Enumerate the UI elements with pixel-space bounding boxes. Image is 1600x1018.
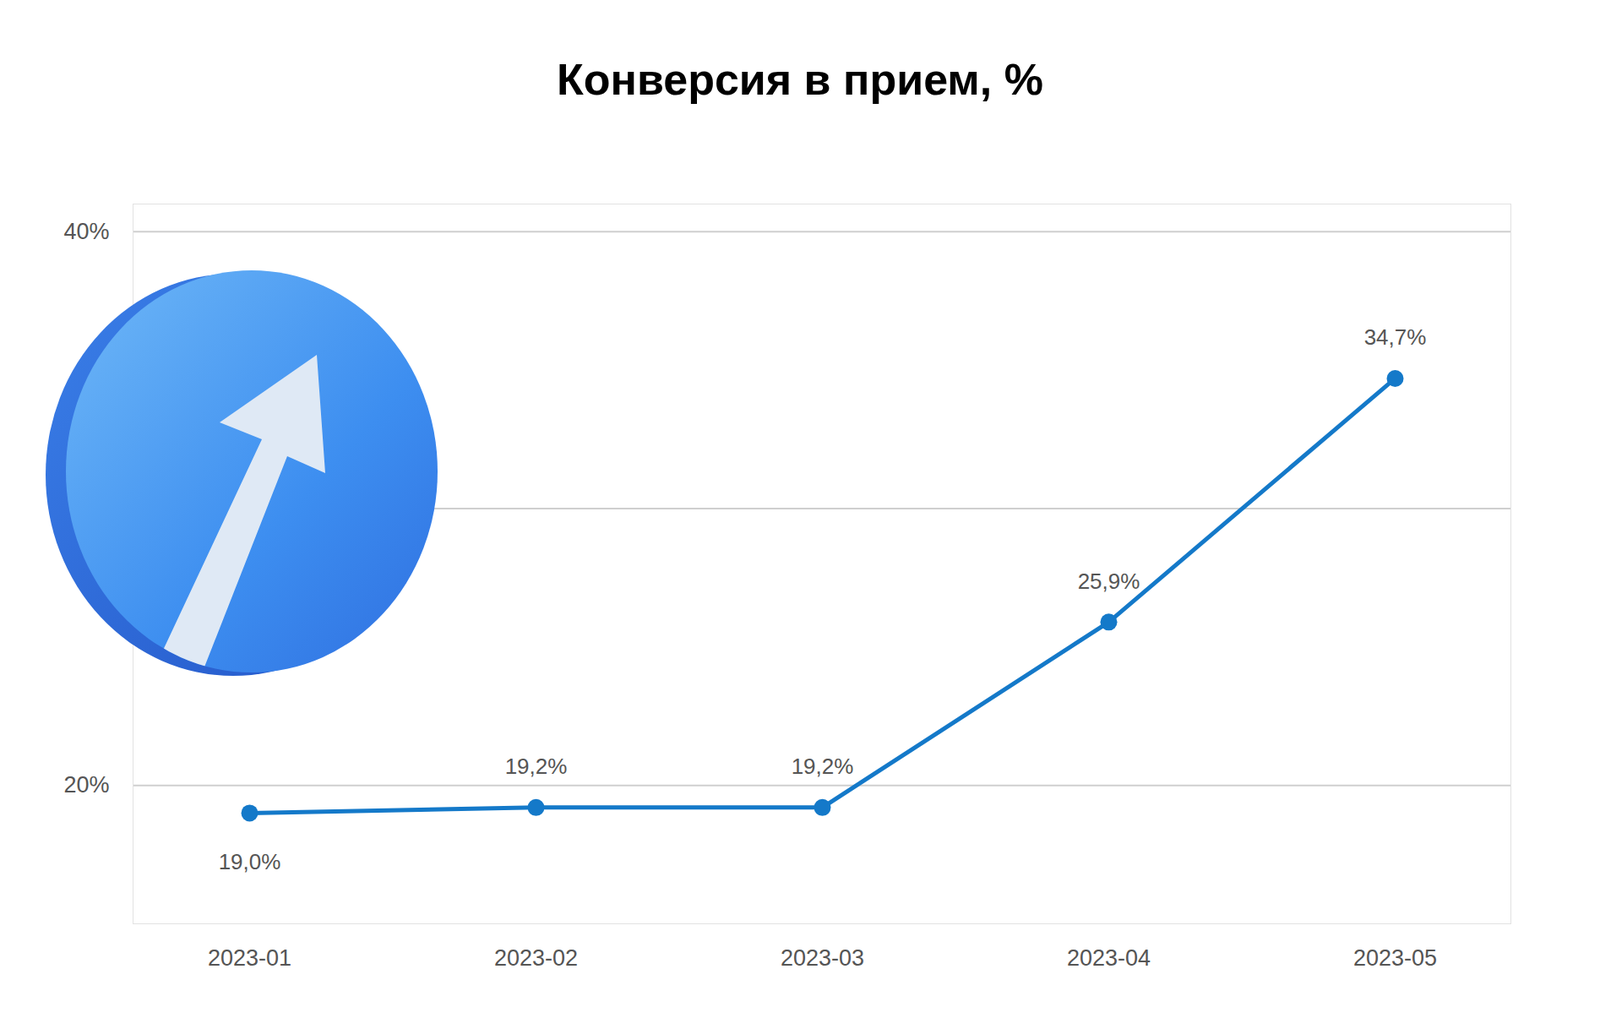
svg-text:2023-01: 2023-01: [207, 945, 292, 971]
svg-text:19,2%: 19,2%: [791, 753, 855, 779]
svg-text:2023-03: 2023-03: [780, 945, 865, 971]
html-text:Конверсия в прием, %: Конверсия в прием, %: [556, 54, 1044, 104]
svg-text:19,0%: 19,0%: [218, 848, 282, 875]
svg-text:20%: 20%: [63, 772, 109, 798]
svg-text:2023-02: 2023-02: [494, 945, 578, 971]
svg-text:2023-04: 2023-04: [1066, 945, 1151, 971]
svg-text:34,7%: 34,7%: [1364, 324, 1427, 350]
svg-text:19,2%: 19,2%: [505, 753, 568, 779]
svg-text:2023-05: 2023-05: [1353, 945, 1437, 971]
svg-text:40%: 40%: [63, 218, 109, 245]
svg-text:25,9%: 25,9%: [1077, 568, 1141, 594]
